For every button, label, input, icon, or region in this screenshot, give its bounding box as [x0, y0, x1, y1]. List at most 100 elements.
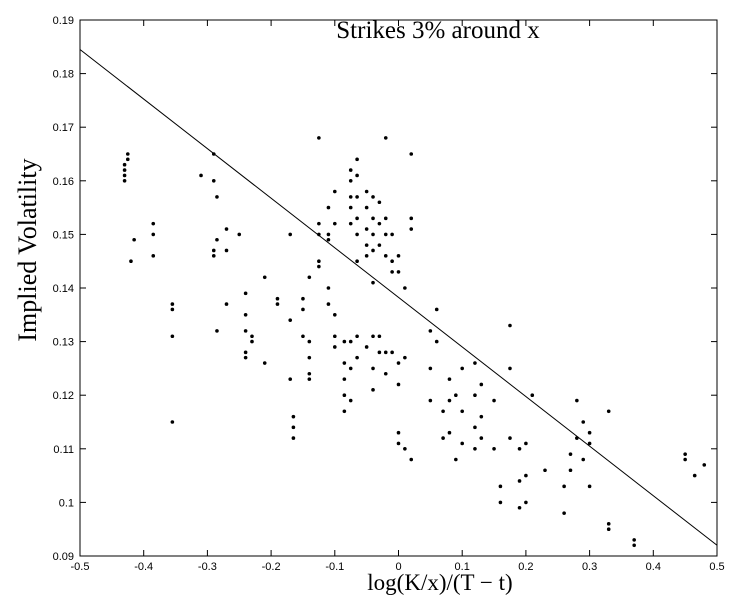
point [301, 334, 305, 339]
point [211, 179, 216, 183]
x-tick-label: 0 [395, 561, 401, 573]
point [460, 366, 465, 371]
point [702, 463, 707, 467]
point [355, 355, 359, 360]
point [122, 168, 127, 172]
point [409, 457, 414, 462]
point [383, 216, 388, 221]
point [396, 430, 401, 435]
y-tick-label: 0.19 [53, 15, 74, 27]
point [683, 452, 687, 456]
x-tick-label: -0.4 [134, 561, 153, 573]
point [348, 205, 353, 210]
point [441, 409, 445, 414]
point [371, 334, 375, 339]
point [377, 243, 382, 247]
x-axis-label: log(K/x)/(T − t) [367, 570, 512, 595]
point [479, 436, 484, 440]
point [288, 232, 293, 237]
point [355, 334, 359, 339]
point [291, 414, 296, 419]
fit-line [79, 49, 718, 546]
point [492, 398, 496, 403]
point [524, 441, 528, 446]
point [288, 318, 293, 322]
point [390, 232, 394, 237]
point [543, 468, 547, 473]
y-tick-label: 0.17 [53, 122, 74, 134]
point [409, 216, 414, 221]
y-tick-label: 0.18 [53, 69, 74, 81]
point [383, 350, 388, 355]
point [364, 227, 369, 231]
point [498, 500, 503, 505]
point [390, 259, 394, 264]
point [371, 280, 375, 285]
point [301, 307, 305, 312]
point [364, 254, 369, 258]
point [508, 366, 512, 371]
point [326, 205, 331, 210]
x-tick-label: 0.4 [646, 561, 661, 573]
x-tick-label: 0.1 [455, 561, 470, 573]
point [170, 307, 175, 312]
point [243, 355, 248, 360]
point [342, 377, 347, 381]
point [454, 393, 458, 398]
point [333, 221, 337, 226]
point [428, 398, 433, 403]
point [587, 484, 592, 489]
point [348, 339, 353, 344]
point [317, 264, 321, 269]
point [581, 420, 586, 424]
point [215, 195, 219, 199]
y-tick-label: 0.16 [53, 176, 74, 188]
point [348, 398, 353, 403]
point [441, 436, 445, 440]
point [396, 382, 401, 387]
y-tick-label: 0.11 [53, 444, 74, 456]
point [342, 393, 347, 398]
point [122, 162, 127, 167]
x-tick-label: 0.3 [582, 561, 597, 573]
point [409, 227, 414, 231]
point [364, 243, 369, 247]
point [396, 361, 401, 365]
x-tick-label: 0.5 [709, 561, 724, 573]
point [632, 538, 636, 542]
point [170, 334, 175, 339]
point [403, 447, 407, 451]
point [355, 173, 359, 178]
y-tick-label: 0.15 [53, 229, 74, 241]
point [326, 286, 331, 290]
point [364, 205, 369, 210]
plot-frame [79, 19, 718, 557]
point [317, 259, 321, 264]
point [479, 382, 484, 387]
point [224, 248, 229, 253]
point [383, 254, 388, 258]
point [364, 189, 369, 194]
point [291, 436, 296, 440]
point [317, 136, 321, 140]
point [517, 479, 522, 483]
point [447, 398, 452, 403]
point [632, 543, 636, 548]
point [508, 323, 512, 328]
point [132, 237, 136, 242]
point [524, 500, 528, 505]
point [122, 179, 127, 183]
point [498, 484, 503, 489]
point [460, 409, 465, 414]
point [434, 307, 439, 312]
y-tick-label: 0.1 [59, 497, 74, 509]
point [333, 189, 337, 194]
point [307, 339, 312, 344]
point [428, 366, 433, 371]
point [348, 179, 353, 183]
point [250, 339, 254, 344]
point [348, 195, 353, 199]
point [460, 441, 465, 446]
